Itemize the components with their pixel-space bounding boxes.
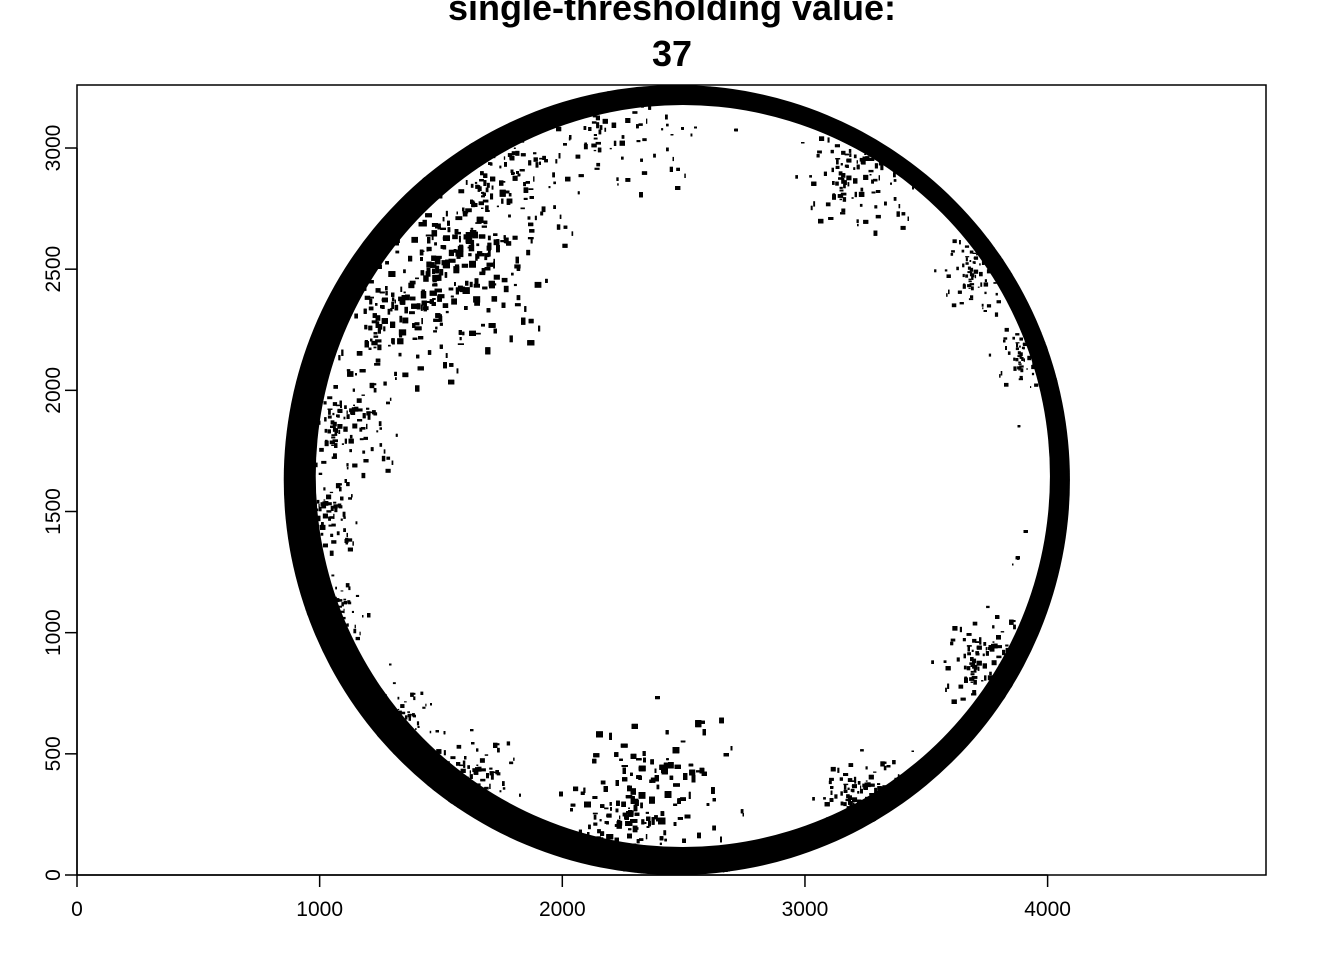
sky-region — [315, 105, 1050, 847]
foliage-clusters — [286, 85, 1069, 875]
y-tick-label: 2500 — [42, 246, 65, 293]
x-tick-label: 1000 — [296, 898, 343, 921]
x-tick-label: 0 — [71, 898, 83, 921]
x-tick-label: 4000 — [1024, 898, 1071, 921]
chart-title-line-1: single-thresholding value: — [448, 0, 896, 28]
y-tick-label: 3000 — [42, 125, 65, 172]
x-tick-label: 2000 — [539, 898, 586, 921]
x-axis: 0 1000 2000 3000 4000 — [71, 874, 1071, 921]
y-tick-label: 1500 — [42, 488, 65, 535]
y-tick-label: 500 — [42, 736, 65, 771]
y-tick-label: 0 — [42, 869, 65, 881]
chart-title-line-2: 37 — [652, 33, 692, 74]
y-axis: 0 500 1000 1500 2000 2500 3000 — [42, 125, 78, 881]
y-tick-label: 2000 — [42, 367, 65, 414]
x-tick-label: 3000 — [782, 898, 829, 921]
y-tick-label: 1000 — [42, 609, 65, 656]
thresholded-image — [283, 85, 1070, 875]
